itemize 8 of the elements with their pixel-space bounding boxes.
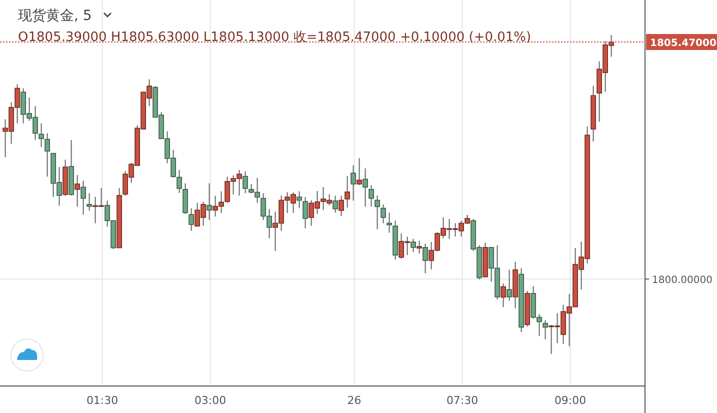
x-tick-label: 03:00: [194, 394, 226, 407]
chart-title: 现货黄金, 5: [18, 8, 92, 24]
annotation: O1805.39000 H1805.63000 L1805.13000 收=1805.47000 +0.10000 (+0.01%): [18, 30, 532, 45]
x-tick-label: 09:00: [554, 394, 586, 407]
text: 1805.47000: [650, 38, 716, 50]
x-tick-label: 26: [347, 394, 362, 407]
x-tick-label: 01:30: [86, 394, 118, 407]
x-tick-label: 07:30: [446, 394, 478, 407]
